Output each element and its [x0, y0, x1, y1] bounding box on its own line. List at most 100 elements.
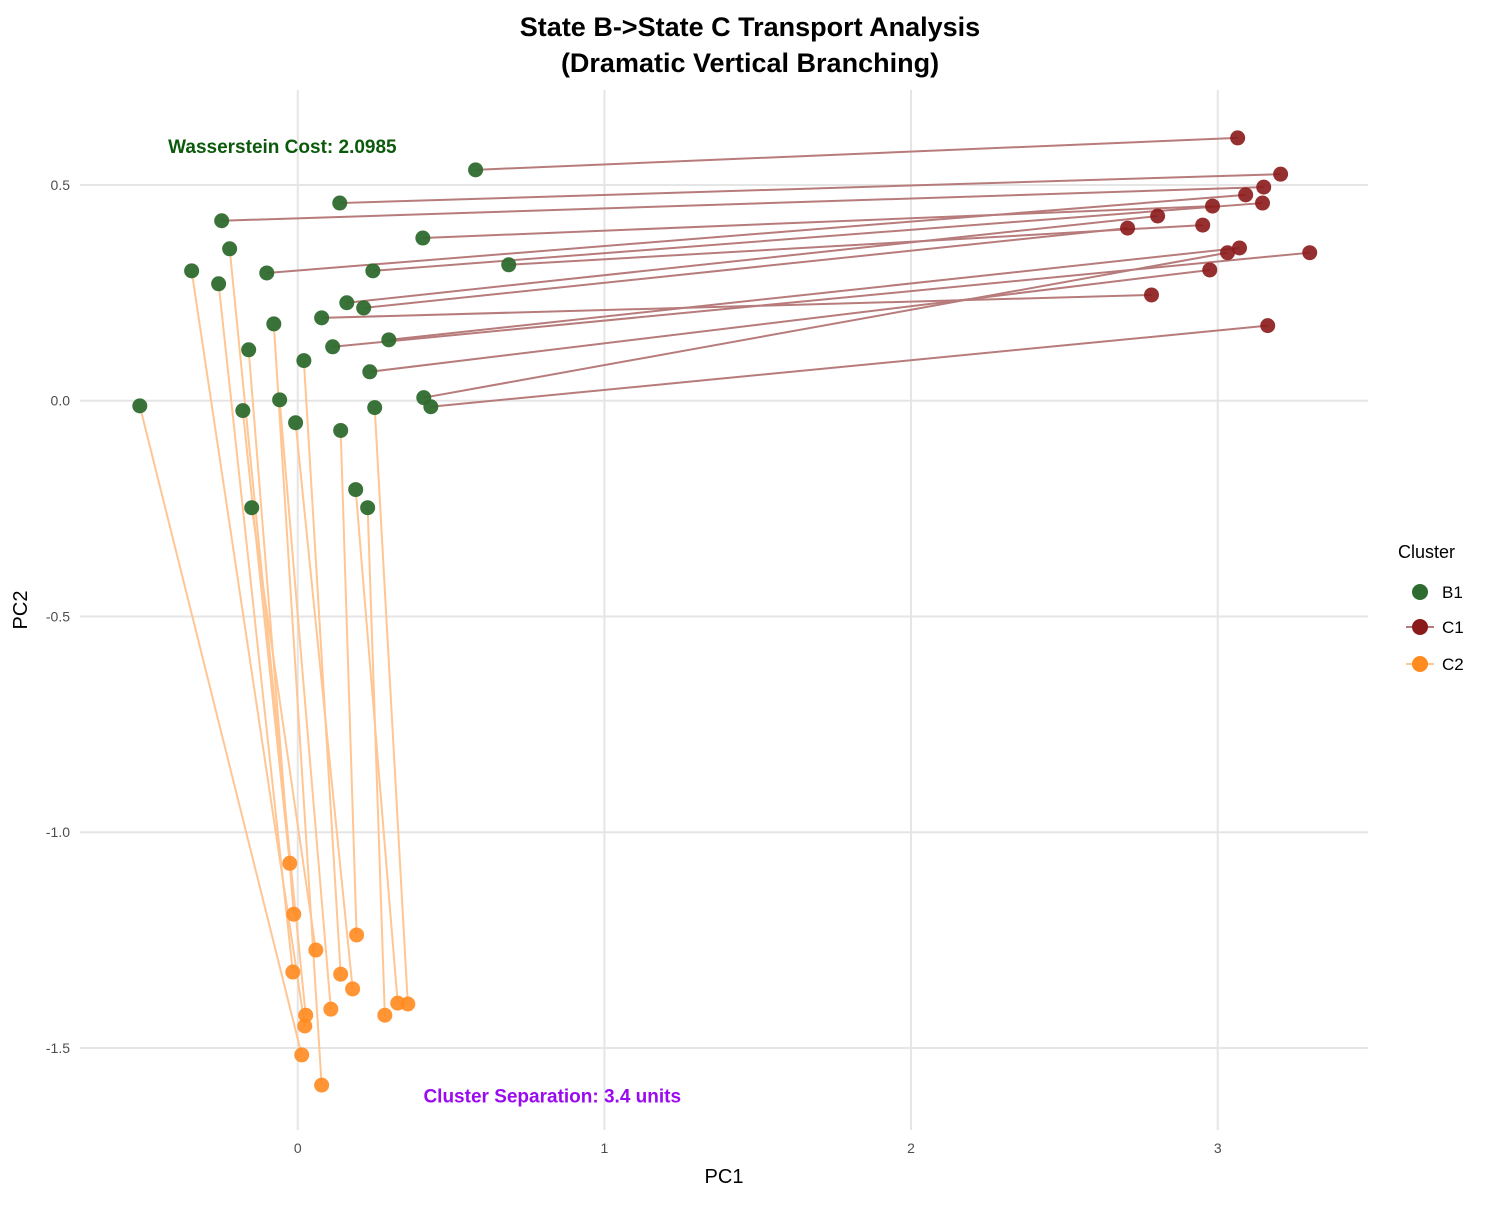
axis-ticks: 0 1 2 3 0.5 0.0 -0.5 -1.0 -1.5: [46, 177, 1222, 1156]
point-b1: [360, 500, 376, 516]
legend-key-b1: [1412, 584, 1428, 600]
transport-line-c2: [217, 283, 294, 973]
wasserstein-cost-annotation: Wasserstein Cost: 2.0985: [168, 137, 397, 158]
point-b1: [222, 241, 238, 257]
point-b1: [132, 398, 148, 414]
point-b1: [259, 265, 275, 281]
point-c1: [1230, 130, 1246, 146]
chart-subtitle: (Dramatic Vertical Branching): [561, 48, 939, 78]
legend-title: Cluster: [1398, 542, 1455, 562]
point-b1: [367, 400, 383, 416]
transport-line-c1: [388, 246, 1240, 341]
chart-title: State B->State C Transport Analysis: [520, 12, 980, 42]
transport-line-c2: [228, 248, 307, 1016]
point-b1: [332, 195, 348, 211]
point-c2: [333, 966, 349, 982]
transport-line-c2: [302, 360, 342, 975]
transport-line-c1: [332, 251, 1310, 348]
point-b1: [365, 263, 381, 279]
point-c1: [1302, 245, 1318, 261]
transport-line-c1: [221, 186, 1264, 222]
transport-line-c1: [339, 173, 1281, 205]
point-c2: [349, 927, 365, 943]
transport-line-c1: [422, 205, 1213, 240]
transport-line-c2: [250, 507, 317, 951]
point-c1: [1232, 240, 1248, 256]
y-tick-label: -1.0: [46, 824, 70, 840]
point-b1: [501, 257, 517, 273]
point-b1: [339, 295, 355, 311]
point-b1: [241, 342, 257, 358]
transport-line-c1: [475, 136, 1238, 171]
point-b1: [325, 339, 341, 355]
legend-item-b1: B1: [1412, 583, 1463, 602]
point-b1: [272, 392, 288, 408]
transport-line-c1: [423, 251, 1228, 399]
point-c1: [1143, 287, 1159, 303]
point-b1: [214, 213, 230, 229]
point-c2: [314, 1077, 330, 1093]
point-c2: [308, 942, 324, 958]
legend-item-c2: C2: [1406, 655, 1464, 674]
point-c1: [1255, 195, 1271, 211]
point-b1: [333, 422, 349, 438]
point-c2: [298, 1007, 314, 1023]
transport-line-c2: [278, 399, 332, 1010]
y-tick-label: -1.5: [46, 1040, 70, 1056]
point-b1: [362, 364, 378, 380]
point-b1: [235, 403, 251, 419]
point-b1: [348, 482, 364, 498]
transport-lines: [138, 136, 1310, 1086]
point-c1: [1120, 220, 1136, 236]
point-c2: [345, 981, 361, 997]
point-c2: [294, 1047, 310, 1063]
point-b1: [415, 230, 431, 246]
y-tick-label: 0.0: [51, 393, 71, 409]
y-axis-label: PC2: [10, 591, 32, 630]
point-c1: [1260, 318, 1276, 334]
point-c1: [1256, 179, 1272, 195]
grid: [80, 90, 1368, 1130]
point-c1: [1220, 245, 1236, 261]
point-b1: [423, 399, 439, 415]
point-c2: [400, 996, 416, 1012]
point-c1: [1273, 166, 1289, 182]
legend-key-c2: [1412, 656, 1428, 672]
points: [132, 130, 1318, 1093]
transport-line-c1: [321, 293, 1152, 319]
point-b1: [356, 300, 372, 316]
x-tick-label: 1: [601, 1140, 609, 1156]
transport-line-c2: [241, 410, 291, 864]
transport-line-c1: [430, 324, 1268, 408]
transport-line-c2: [339, 430, 358, 935]
transport-line-c1: [346, 215, 1158, 304]
point-c1: [1205, 198, 1221, 214]
point-c2: [285, 964, 301, 980]
transport-line-c2: [366, 507, 386, 1016]
y-tick-label: 0.5: [51, 177, 71, 193]
transport-line-c2: [373, 407, 409, 1005]
point-c2: [282, 855, 298, 871]
x-axis-label: PC1: [705, 1166, 744, 1188]
point-c1: [1238, 187, 1254, 203]
point-c2: [323, 1001, 339, 1017]
legend-label-c2: C2: [1442, 655, 1464, 674]
point-c1: [1150, 208, 1166, 224]
point-b1: [468, 162, 484, 178]
legend-item-c1: C1: [1406, 618, 1464, 637]
transport-line-c2: [272, 323, 323, 1086]
point-b1: [266, 316, 282, 332]
point-b1: [184, 263, 200, 279]
transport-line-c1: [372, 202, 1263, 272]
transport-line-c2: [138, 405, 303, 1056]
point-b1: [288, 415, 304, 431]
point-b1: [314, 310, 330, 326]
x-tick-label: 0: [294, 1140, 302, 1156]
legend: Cluster B1 C1 C2: [1398, 542, 1464, 674]
point-b1: [381, 332, 397, 348]
point-b1: [211, 276, 227, 292]
y-tick-label: -0.5: [46, 608, 70, 624]
point-c2: [286, 906, 302, 922]
